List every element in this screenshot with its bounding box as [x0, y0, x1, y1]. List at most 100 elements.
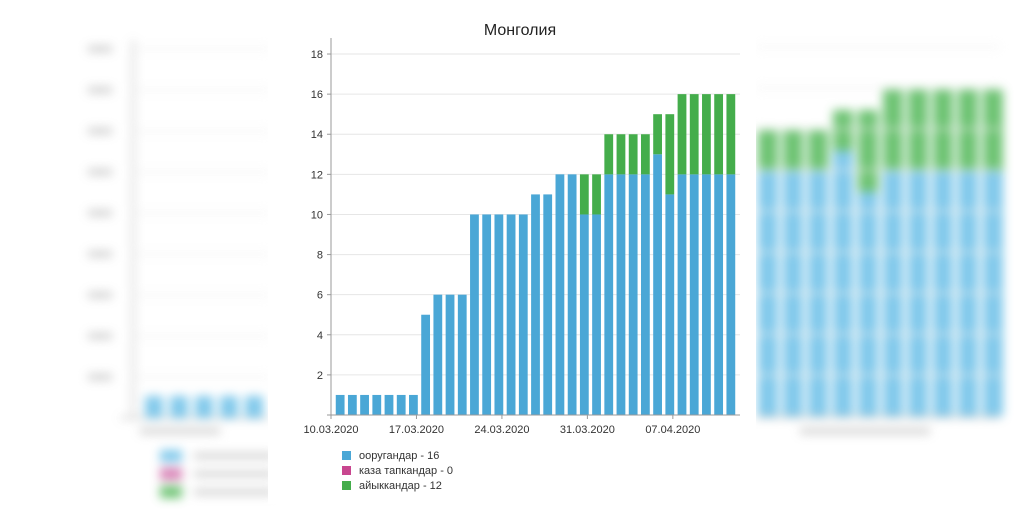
x-tick-label: 10.03.2020	[303, 424, 358, 436]
blurred-tick-label	[88, 46, 112, 52]
bar-segment-series-0	[409, 394, 418, 415]
bar-segment-series-2	[665, 114, 675, 195]
bar-segment-series-0	[445, 294, 455, 415]
bar-segment-series-2	[592, 174, 601, 215]
legend-item-recovered: айыккандар - 12	[342, 478, 453, 493]
blurred-bar	[170, 396, 188, 418]
bar-segment-series-0	[494, 214, 504, 415]
bars	[335, 94, 736, 415]
bar-segment-series-2	[726, 94, 736, 175]
legend: ооругандар - 16 каза тапкандар - 0 айыкк…	[342, 448, 453, 493]
chart-title: Монголия	[484, 22, 556, 39]
bar-segment-series-0	[347, 394, 357, 415]
chart-panel: Монголия 2 4 6 8 10 12 14 16 18 10.03.2020 17.03.2…	[268, 8, 756, 504]
blurred-bar	[220, 396, 238, 418]
legend-swatch-recovered	[342, 481, 351, 490]
bar-segment-series-0	[396, 394, 406, 415]
legend-label-deaths: каза тапкандар - 0	[359, 464, 454, 477]
bar-segment-series-0	[372, 394, 382, 415]
bar-segment-series-0	[457, 294, 467, 415]
bar-segment-series-0	[726, 174, 736, 415]
bar-segment-series-0	[531, 194, 540, 415]
bar-segment-series-0	[616, 174, 626, 415]
y-tick-label: 16	[311, 89, 323, 101]
bar-segment-series-2	[653, 114, 662, 155]
x-tick-label: 31.03.2020	[560, 424, 615, 436]
bar-segment-series-0	[384, 394, 394, 415]
bar-segment-series-0	[518, 214, 528, 415]
bar-segment-series-0	[665, 194, 675, 415]
bar-segment-series-0	[702, 174, 711, 415]
blurred-bar	[883, 89, 903, 172]
bar-segment-series-0	[470, 214, 479, 415]
bar-segment-series-0	[640, 174, 650, 415]
blurred-bar	[983, 89, 1003, 172]
bar-segment-series-2	[616, 134, 626, 175]
blurred-tick-label	[88, 169, 112, 175]
blurred-bar	[808, 130, 828, 172]
blurred-bar	[758, 130, 778, 172]
x-tick-label: 24.03.2020	[474, 424, 529, 436]
bar-segment-series-0	[592, 214, 601, 415]
y-tick-label: 8	[317, 250, 323, 262]
blurred-tick-label	[88, 128, 112, 134]
blurred-tick-label	[88, 292, 112, 298]
bar-segment-series-2	[579, 174, 589, 215]
bar-segment-series-0	[714, 174, 724, 415]
bar-segment-series-0	[360, 394, 369, 415]
blurred-bar	[908, 89, 928, 172]
blurred-bar	[783, 130, 803, 172]
blurred-bar	[245, 396, 263, 418]
bar-segment-series-2	[677, 94, 687, 175]
bar-segment-series-2	[714, 94, 724, 175]
x-tick-label: 07.04.2020	[645, 424, 700, 436]
bar-segment-series-2	[604, 134, 614, 175]
axes: 2 4 6 8 10 12 14 16 18 10.03.2020 17.03.2020 24.03.…	[303, 38, 740, 436]
blurred-legend-row	[160, 484, 274, 500]
blurred-tick-label	[88, 251, 112, 257]
bar-segment-series-0	[433, 294, 443, 415]
blurred-bar	[833, 110, 853, 151]
y-tick-label: 2	[317, 370, 323, 382]
blurred-background-legend	[160, 448, 274, 502]
blurred-bar	[933, 89, 953, 172]
bar-segment-series-0	[604, 174, 614, 415]
bar-segment-series-0	[555, 174, 565, 415]
legend-label-infected: ооругандар - 16	[359, 449, 440, 462]
y-tick-label: 18	[311, 49, 323, 61]
y-tick-label: 4	[317, 330, 323, 342]
legend-label-recovered: айыккандар - 12	[359, 479, 442, 492]
bar-segment-series-0	[567, 174, 577, 415]
y-tick-label: 12	[311, 169, 323, 181]
blurred-legend-row	[160, 448, 274, 464]
blurred-bar	[858, 191, 878, 416]
bar-segment-series-2	[689, 94, 699, 175]
x-tick-label: 17.03.2020	[389, 424, 444, 436]
blurred-legend-row	[160, 466, 274, 482]
bar-segment-series-0	[482, 214, 492, 415]
bar-segment-series-0	[421, 314, 431, 415]
y-tick-label: 10	[311, 209, 323, 221]
bar-segment-series-0	[579, 214, 589, 415]
y-tick-label: 6	[317, 290, 323, 302]
blurred-tick-label	[88, 333, 112, 339]
blurred-tick-label	[88, 210, 112, 216]
blurred-bar	[833, 150, 853, 417]
bar-segment-series-0	[506, 214, 516, 415]
bar-segment-series-0	[653, 154, 662, 415]
bar-segment-series-0	[335, 394, 345, 415]
legend-item-infected: ооругандар - 16	[342, 448, 453, 463]
blurred-x-label	[140, 428, 220, 434]
blurred-tick-label	[88, 87, 112, 93]
legend-swatch-infected	[342, 451, 351, 460]
y-tick-label: 14	[311, 129, 323, 141]
bar-segment-series-2	[640, 134, 650, 175]
blurred-bar	[195, 396, 213, 418]
blurred-tick-label	[88, 374, 112, 380]
blurred-bar	[958, 89, 978, 172]
blurred-bar	[858, 110, 878, 192]
bar-segment-series-2	[702, 94, 711, 175]
bar-chart: Монголия 2 4 6 8 10 12 14 16 18 10.03.2020 17.03.2…	[303, 22, 740, 436]
blurred-x-label	[800, 428, 930, 434]
